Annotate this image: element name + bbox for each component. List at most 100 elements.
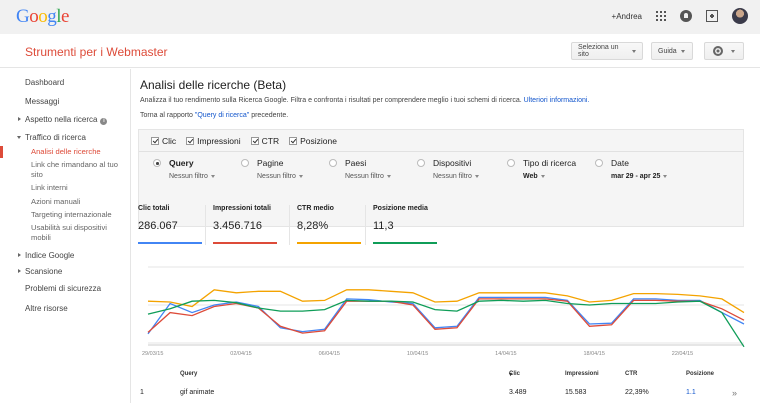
series-line-3[interactable]: [147, 299, 745, 348]
sidebar-item-aspetto[interactable]: Aspetto nella ricerca i: [25, 115, 125, 125]
series-color-bar: [213, 242, 277, 244]
checkbox-posizione[interactable]: Posizione: [289, 136, 337, 146]
sidebar-item-sicurezza[interactable]: Problemi di sicurezza: [25, 284, 102, 293]
total-ctr[interactable]: CTR medio 8,28%: [297, 205, 361, 244]
chevron-down-icon: [663, 175, 668, 178]
chevron-down-icon: [731, 49, 735, 53]
column-header-ctr[interactable]: CTR: [625, 371, 638, 377]
filter-label: Nessun filtro: [345, 173, 384, 180]
series-color-bar: [138, 242, 202, 244]
info-icon[interactable]: i: [100, 118, 108, 125]
series-line-2[interactable]: [147, 289, 745, 314]
total-value: 11,3: [373, 220, 394, 232]
site-selector-label: Seleziona un sito: [578, 44, 619, 58]
total-label: Clic totali: [138, 205, 170, 212]
filter-dropdown[interactable]: mar 29 - apr 25: [611, 173, 668, 180]
logo-letter: o: [38, 6, 48, 27]
radio-icon[interactable]: [241, 159, 249, 167]
column-header-query[interactable]: Query: [180, 371, 198, 377]
logo-letter: e: [61, 6, 69, 27]
checkbox-checked-icon[interactable]: [250, 136, 259, 145]
radio-icon[interactable]: [595, 159, 603, 167]
dimension-label: Tipo di ricerca: [523, 158, 577, 168]
sidebar-item-targeting[interactable]: Targeting internazionale: [31, 210, 112, 219]
dimension-label: Dispositivi: [433, 158, 472, 168]
dimension-label: Date: [611, 158, 629, 168]
sidebar-item-indice-google[interactable]: Indice Google: [25, 251, 75, 260]
expand-arrow-icon[interactable]: [18, 117, 21, 121]
radio-icon[interactable]: [417, 159, 425, 167]
sidebar-item-analisi-ricerche[interactable]: Analisi delle ricerche: [31, 147, 101, 156]
sidebar-item-link-rimandano[interactable]: Link che rimandano al tuo sito: [31, 160, 118, 179]
filter-label: Nessun filtro: [433, 173, 472, 180]
chevron-down-icon: [680, 49, 685, 53]
dimension-label: Paesi: [345, 158, 367, 168]
row-ctr: 22,39%: [625, 389, 649, 396]
filter-dropdown[interactable]: Nessun filtro: [169, 173, 215, 180]
expand-row-chevron-icon[interactable]: »: [732, 388, 738, 398]
divider: [289, 205, 290, 245]
avatar[interactable]: [732, 8, 748, 24]
collapse-arrow-icon[interactable]: [17, 136, 21, 139]
sidebar-item-dashboard[interactable]: Dashboard: [25, 78, 65, 87]
table-row[interactable]: 1 gif animate 3.489 15.583 22,39% 1.1 »: [132, 388, 760, 403]
notifications-icon[interactable]: [680, 10, 692, 22]
checkbox-label: Impressioni: [197, 135, 241, 146]
column-header-position[interactable]: Posizione: [686, 371, 715, 377]
gear-icon: [713, 46, 723, 56]
checkbox-checked-icon[interactable]: [289, 136, 298, 145]
site-selector-dropdown[interactable]: Seleziona un sito: [571, 42, 643, 60]
filter-label: Nessun filtro: [169, 173, 208, 180]
sidebar-item-messaggi[interactable]: Messaggi: [25, 97, 60, 106]
radio-selected-icon[interactable]: [153, 159, 161, 167]
checkbox-clic[interactable]: Clic: [151, 136, 176, 146]
checkbox-label: CTR: [261, 135, 280, 146]
google-logo[interactable]: Google: [16, 6, 69, 28]
product-header: Strumenti per i Webmaster Seleziona un s…: [0, 34, 760, 68]
line-chart-svg: 29/03/15 02/04/15 06/04/15 10/04/15 14/04/15…: [142, 266, 745, 357]
sidebar-item-scansione[interactable]: Scansione: [25, 267, 63, 276]
total-posizione[interactable]: Posizione media 11,3: [373, 205, 437, 244]
learn-more-link[interactable]: Ulteriori informazioni.: [523, 97, 590, 104]
filter-dropdown[interactable]: Nessun filtro: [345, 173, 391, 180]
table-header: Query Clic ▾ Impressioni CTR Posizione: [132, 371, 760, 385]
x-tick-label: 29/03/15: [142, 351, 163, 357]
sidebar-item-altre-risorse[interactable]: Altre risorse: [25, 304, 68, 313]
chevron-down-icon: [386, 175, 391, 178]
checkbox-checked-icon[interactable]: [186, 136, 195, 145]
sidebar-item-traffico[interactable]: Traffico di ricerca: [25, 133, 86, 142]
checkbox-impressioni[interactable]: Impressioni: [186, 135, 241, 146]
chevron-down-icon: [474, 175, 479, 178]
sidebar-item-azioni-manuali[interactable]: Azioni manuali: [31, 197, 81, 206]
expand-arrow-icon[interactable]: [18, 269, 21, 273]
active-indicator: [0, 146, 3, 158]
radio-icon[interactable]: [507, 159, 515, 167]
sidebar-item-usabilita-mobile[interactable]: Usabilità sui dispositivi mobili: [31, 223, 107, 242]
column-header-impressions[interactable]: Impressioni: [565, 371, 599, 377]
filter-dropdown[interactable]: Nessun filtro: [433, 173, 479, 180]
expand-arrow-icon[interactable]: [18, 253, 21, 257]
series-color-bar: [373, 242, 437, 244]
performance-chart: 29/03/15 02/04/15 06/04/15 10/04/15 14/04/15…: [132, 259, 760, 379]
row-query[interactable]: gif animate: [180, 389, 215, 396]
divider: [205, 205, 206, 245]
total-clic[interactable]: Clic totali 286.067: [138, 205, 202, 244]
series-line-0[interactable]: [147, 296, 745, 335]
sidebar-item-link-interni[interactable]: Link interni: [31, 183, 68, 192]
guide-label: Guida: [658, 47, 677, 55]
settings-button[interactable]: [704, 42, 744, 60]
checkbox-ctr[interactable]: CTR: [250, 135, 280, 146]
total-impressioni[interactable]: Impressioni totali 3.456.716: [213, 205, 277, 244]
sidebar-item-label: Aspetto nella ricerca: [25, 115, 98, 124]
radio-icon[interactable]: [329, 159, 337, 167]
checkbox-checked-icon[interactable]: [151, 136, 159, 145]
guide-button[interactable]: Guida: [651, 42, 693, 60]
filter-dropdown[interactable]: Web: [523, 173, 545, 180]
filter-dropdown[interactable]: Nessun filtro: [257, 173, 303, 180]
query-report-link[interactable]: "Query di ricerca": [194, 112, 250, 119]
page-title: Analisi delle ricerche (Beta): [140, 78, 287, 92]
share-plus-icon[interactable]: [706, 10, 718, 22]
product-title[interactable]: Strumenti per i Webmaster: [25, 45, 168, 59]
apps-grid-icon[interactable]: [656, 11, 666, 21]
user-name-link[interactable]: +Andrea: [611, 11, 642, 21]
